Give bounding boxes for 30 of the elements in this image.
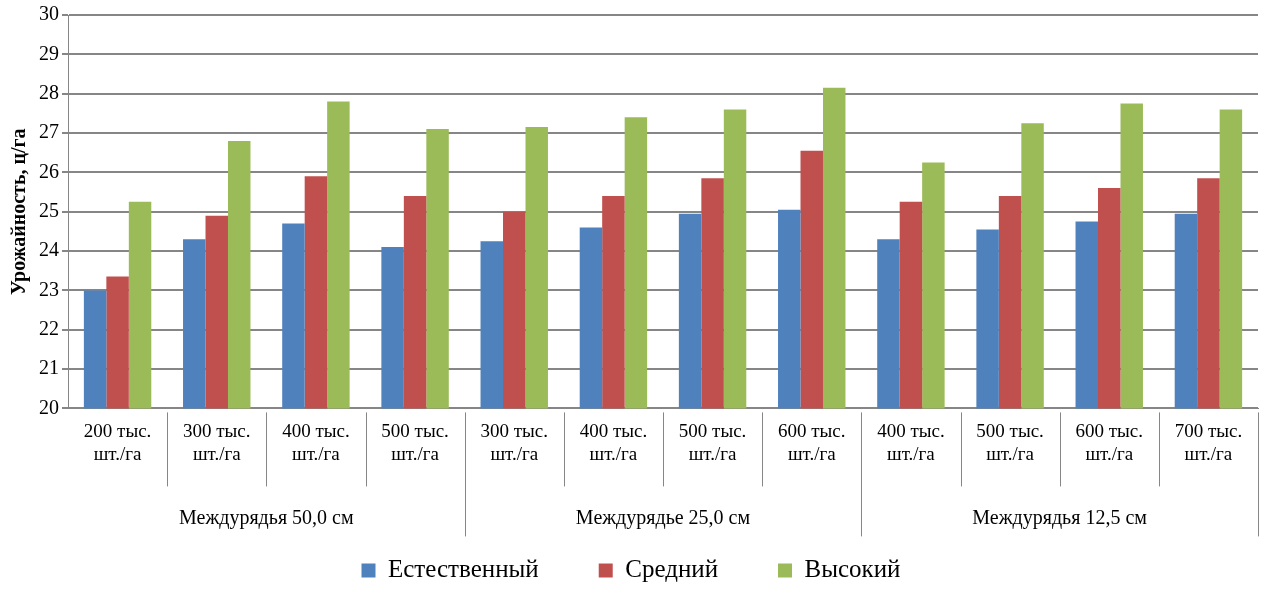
y-tick-label: 25: [39, 198, 59, 221]
text: Междурядья 50,0 см: [179, 505, 354, 529]
text: Междурядье 25,0 см: [575, 505, 751, 529]
y-tick-label: 30: [39, 2, 59, 25]
x-tick-label: 300 тыс. шт./га: [182, 419, 251, 464]
text: Междурядья 12,5 см: [972, 505, 1148, 529]
x-tick-label: 400 тыс. шт./га: [282, 419, 350, 464]
y-tick-label: 22: [39, 316, 59, 339]
x-tick-label: 500 тыс. шт./га: [381, 419, 449, 464]
x-tick-label: 400 тыс. шт./га: [579, 419, 648, 464]
x-tick-label: 500 тыс. шт./га: [976, 419, 1044, 464]
y-axis-title: Урожайность, ц/га: [7, 128, 31, 296]
legend-label: Средний: [625, 555, 719, 583]
x-tick-label: 300 тыс. шт./га: [480, 419, 549, 464]
y-tick-label: 20: [39, 395, 59, 418]
x-tick-label: 600 тыс. шт./га: [777, 419, 846, 464]
y-tick-label: 28: [39, 80, 59, 103]
y-tick-label: 29: [39, 41, 59, 64]
y-tick-label: 21: [39, 356, 59, 379]
x-tick-label: 400 тыс. шт./га: [877, 419, 945, 464]
y-tick-label: 24: [39, 238, 59, 261]
legend-label: Естественный: [388, 555, 539, 583]
y-tick-label: 23: [39, 277, 59, 300]
x-tick-label: 700 тыс. шт./га: [1174, 419, 1243, 464]
y-tick-label: 27: [39, 120, 59, 143]
y-tick-label: 26: [39, 159, 59, 182]
x-tick-label: 200 тыс. шт./га: [83, 419, 152, 464]
x-tick-label: 600 тыс. шт./га: [1075, 419, 1144, 464]
x-tick-label: 500 тыс. шт./га: [678, 419, 747, 464]
legend-label: Высокий: [804, 555, 901, 583]
